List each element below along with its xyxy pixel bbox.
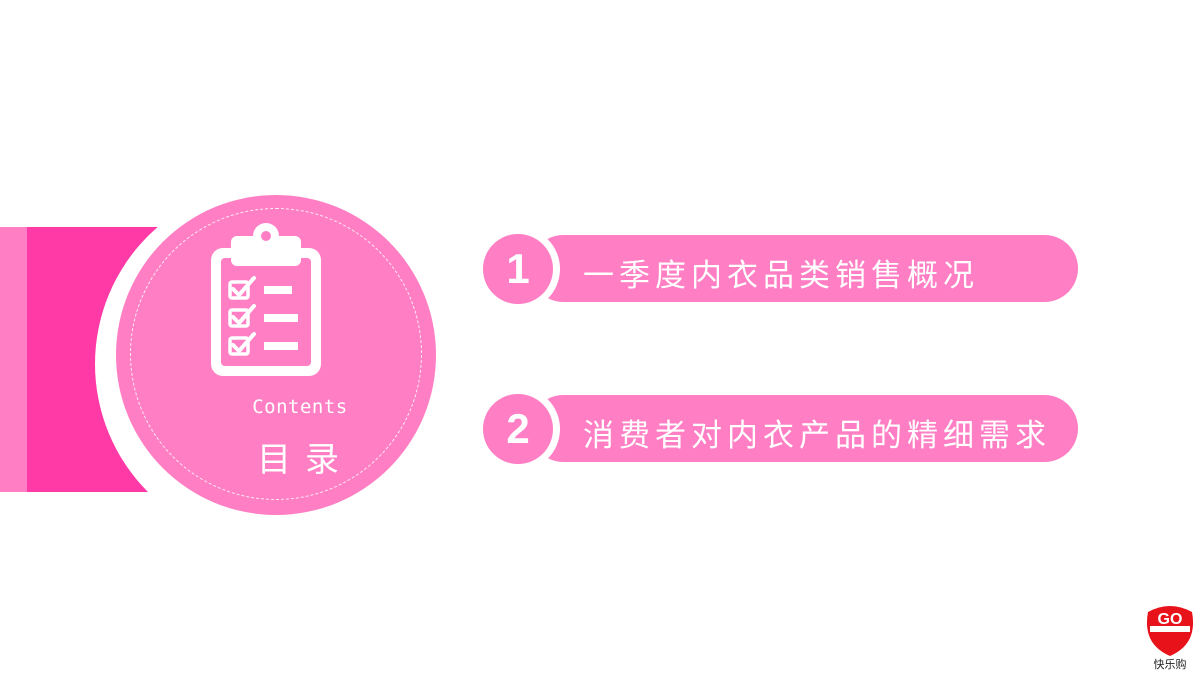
logo-caption: 快乐购 — [1153, 658, 1187, 671]
toc-item-2-number: 2 — [483, 394, 553, 464]
logo-brand-text: GO — [1158, 611, 1183, 628]
toc-circle-dashed-border — [130, 208, 422, 500]
happigo-logo: GO — [1146, 606, 1194, 656]
toc-item-1-number: 1 — [483, 234, 553, 304]
toc-item-1-label[interactable]: 一季度内衣品类销售概况 — [583, 258, 979, 294]
clipboard-checklist-icon — [211, 223, 321, 376]
left-stripe-light — [0, 227, 30, 492]
toc-item-1[interactable] — [530, 235, 1078, 302]
toc-item-2[interactable] — [530, 395, 1078, 462]
toc-item-2-label[interactable]: 消费者对内衣产品的精细需求 — [583, 418, 1051, 454]
contents-title-zh: 目录 — [257, 440, 353, 480]
contents-title-en: Contents — [252, 396, 348, 418]
